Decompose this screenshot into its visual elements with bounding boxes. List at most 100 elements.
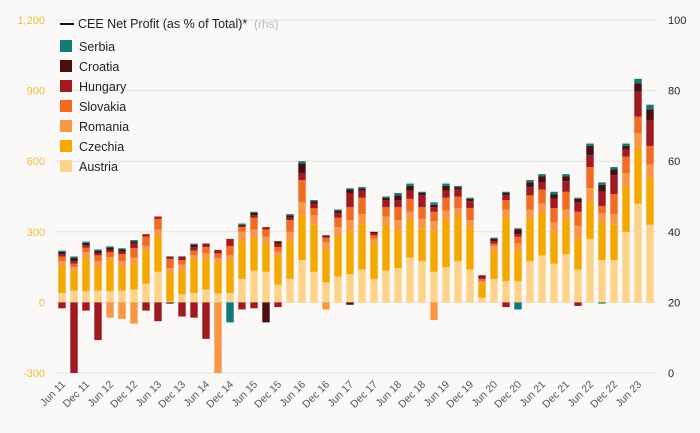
bar-segment-austria	[346, 274, 354, 303]
right-tick-label: 100	[668, 15, 686, 27]
bar-segment-croatia	[370, 231, 378, 233]
x-tick-label: Dec 16	[300, 379, 332, 411]
bar-segment-croatia	[490, 238, 498, 242]
bar-segment-austria	[178, 294, 186, 303]
bar-segment-czechia	[130, 263, 138, 290]
bar-segment-romania	[586, 188, 594, 202]
bar-segment-slovakia	[82, 247, 90, 253]
bar-segment-romania	[550, 222, 558, 233]
bar-segment-hungary	[550, 198, 558, 209]
bar-segment-slovakia	[322, 237, 330, 243]
bar-segment-slovakia	[370, 235, 378, 239]
bar-segment-croatia	[238, 224, 246, 226]
bar-segment-czechia	[94, 267, 102, 291]
bar-segment-serbia	[346, 188, 354, 190]
bar-segment-austria	[406, 257, 414, 303]
bar-segment-hungary	[370, 232, 378, 236]
bar-segment-austria	[310, 271, 318, 303]
bar-segment-romania	[178, 264, 186, 271]
bar-segment-serbia	[610, 167, 618, 170]
bar-segment-croatia	[526, 182, 534, 188]
bar-segment-serbia	[298, 161, 306, 164]
bar-segment-austria	[286, 278, 294, 303]
bar-segment-negative	[94, 302, 102, 341]
bar-segment-croatia	[298, 163, 306, 173]
bar-segment-serbia	[82, 241, 90, 243]
bar-segment-hungary	[226, 238, 234, 246]
x-tick-label: Dec 12	[108, 379, 140, 411]
bar-segment-austria	[190, 292, 198, 303]
bar-segment-serbia	[286, 214, 294, 216]
bar-segment-serbia	[442, 183, 450, 186]
bar-segment-romania	[334, 227, 342, 237]
bar-segment-croatia	[106, 247, 114, 250]
bar-segment-romania	[82, 252, 90, 259]
bar-segment-negative	[82, 302, 90, 311]
bar-segment-slovakia	[130, 248, 138, 258]
bar-segment-slovakia	[622, 156, 630, 173]
bar-segment-romania	[622, 172, 630, 188]
bar-segment-negative	[214, 302, 222, 373]
bar-segment-hungary	[382, 200, 390, 208]
bar-segment-slovakia	[334, 217, 342, 228]
left-tick-label: 900	[27, 86, 45, 98]
bar-segment-romania	[358, 214, 366, 225]
bar-segment-austria	[586, 238, 594, 303]
bar-segment-romania	[130, 257, 138, 264]
bar-segment-croatia	[454, 187, 462, 190]
bar-segment-czechia	[166, 272, 174, 302]
bar-segment-slovakia	[430, 211, 438, 222]
bar-segment-romania	[634, 132, 642, 150]
bar-segment-serbia	[190, 243, 198, 245]
bar-segment-romania	[430, 221, 438, 232]
bar-segment-hungary	[310, 203, 318, 209]
bar-segment-austria	[550, 263, 558, 303]
bar-segment-romania	[406, 211, 414, 221]
bar-segment-hungary	[238, 225, 246, 228]
bar-segment-romania	[418, 218, 426, 229]
bar-segment-slovakia	[550, 208, 558, 223]
bar-segment-negative	[154, 302, 162, 322]
bar-segment-serbia	[406, 183, 414, 186]
bar-segment-slovakia	[154, 218, 162, 230]
bar-segment-czechia	[646, 177, 654, 225]
bar-segment-hungary	[574, 202, 582, 212]
bar-segment-slovakia	[286, 220, 294, 232]
bar-segment-croatia	[322, 235, 330, 237]
bar-segment-czechia	[358, 224, 366, 270]
bar-segment-czechia	[514, 250, 522, 282]
bar-segment-austria	[394, 268, 402, 303]
bar-segment-czechia	[598, 222, 606, 261]
bar-segment-slovakia	[250, 217, 258, 230]
bar-segment-romania	[514, 243, 522, 251]
bar-segment-serbia	[382, 196, 390, 198]
bar-segment-hungary	[562, 181, 570, 192]
bar-segment-austria	[70, 290, 78, 303]
bar-segment-austria	[526, 261, 534, 303]
bar-segment-czechia	[274, 256, 282, 285]
bar-segment-slovakia	[394, 207, 402, 221]
bar-segment-czechia	[622, 187, 630, 232]
bar-segment-slovakia	[502, 200, 510, 210]
bar-segment-croatia	[82, 242, 90, 246]
bar-segment-croatia	[190, 244, 198, 248]
bar-segment-austria	[610, 260, 618, 303]
bar-segment-hungary	[82, 245, 90, 248]
bar-segment-croatia	[310, 201, 318, 204]
bar-segment-slovakia	[118, 254, 126, 262]
bar-segment-hungary	[586, 155, 594, 168]
bar-segment-croatia	[598, 184, 606, 192]
bar-segment-romania	[106, 256, 114, 261]
bar-segment-serbia	[418, 191, 426, 193]
bar-segment-serbia	[58, 250, 66, 252]
bar-segment-negative	[250, 302, 258, 309]
bar-segment-austria	[166, 301, 174, 303]
legend-swatch	[60, 60, 72, 72]
bar-segment-croatia	[286, 215, 294, 218]
bar-segment-slovakia	[646, 145, 654, 165]
bar-segment-serbia	[118, 248, 126, 250]
bar-segment-romania	[274, 251, 282, 257]
bar-segment-negative	[166, 302, 174, 304]
bar-segment-czechia	[202, 258, 210, 290]
legend-swatch	[60, 120, 72, 132]
